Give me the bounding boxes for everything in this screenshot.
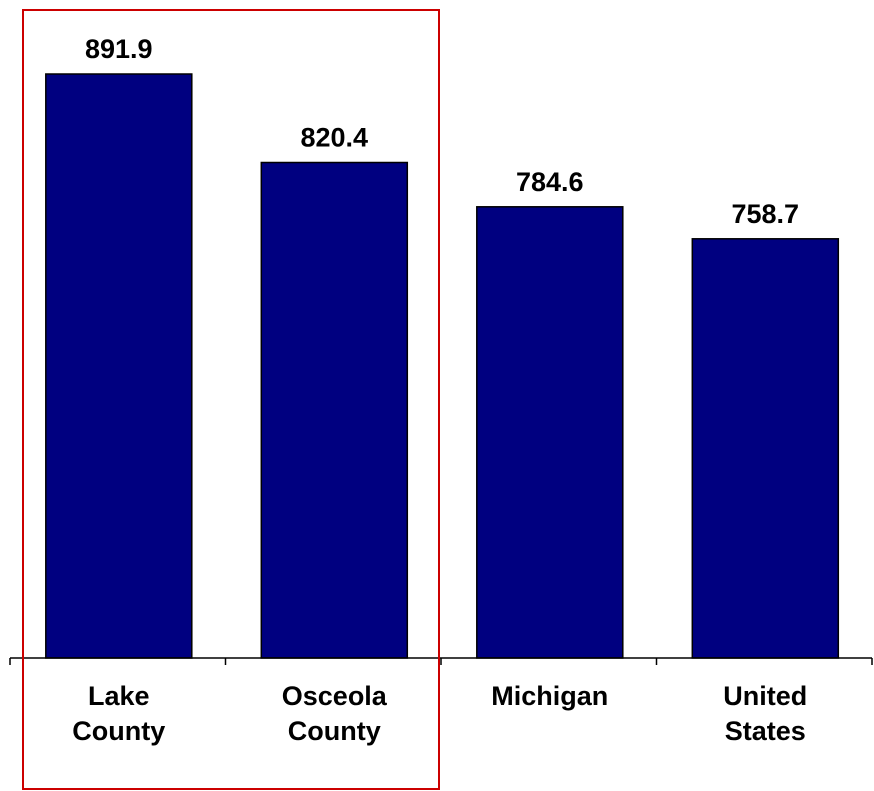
bar-1 <box>260 161 409 659</box>
category-label-0-0: Lake <box>88 681 150 711</box>
category-label-3-1: States <box>725 716 806 746</box>
bar-0 <box>45 73 193 659</box>
category-label-1-0: Osceola <box>282 681 388 711</box>
x-axis <box>9 657 873 665</box>
category-label-0-1: County <box>72 716 165 746</box>
value-label-2: 784.6 <box>516 167 584 197</box>
value-label-0: 891.9 <box>85 34 153 64</box>
highlight-box <box>22 9 440 790</box>
bar-3 <box>691 238 840 659</box>
category-label-3-0: United <box>723 681 807 711</box>
category-label-2-0: Michigan <box>491 681 608 711</box>
category-label-1-1: County <box>288 716 381 746</box>
category-labels-layer: Lake County Osceola County Michigan United Sta… <box>72 681 807 746</box>
bar-2 <box>476 206 624 659</box>
value-label-3: 758.7 <box>732 199 800 229</box>
value-label-1: 820.4 <box>301 123 369 153</box>
value-labels-layer: 891.9 820.4 784.6 758.7 <box>85 34 799 229</box>
highlight-layer <box>22 9 440 790</box>
bars-layer <box>45 73 840 659</box>
